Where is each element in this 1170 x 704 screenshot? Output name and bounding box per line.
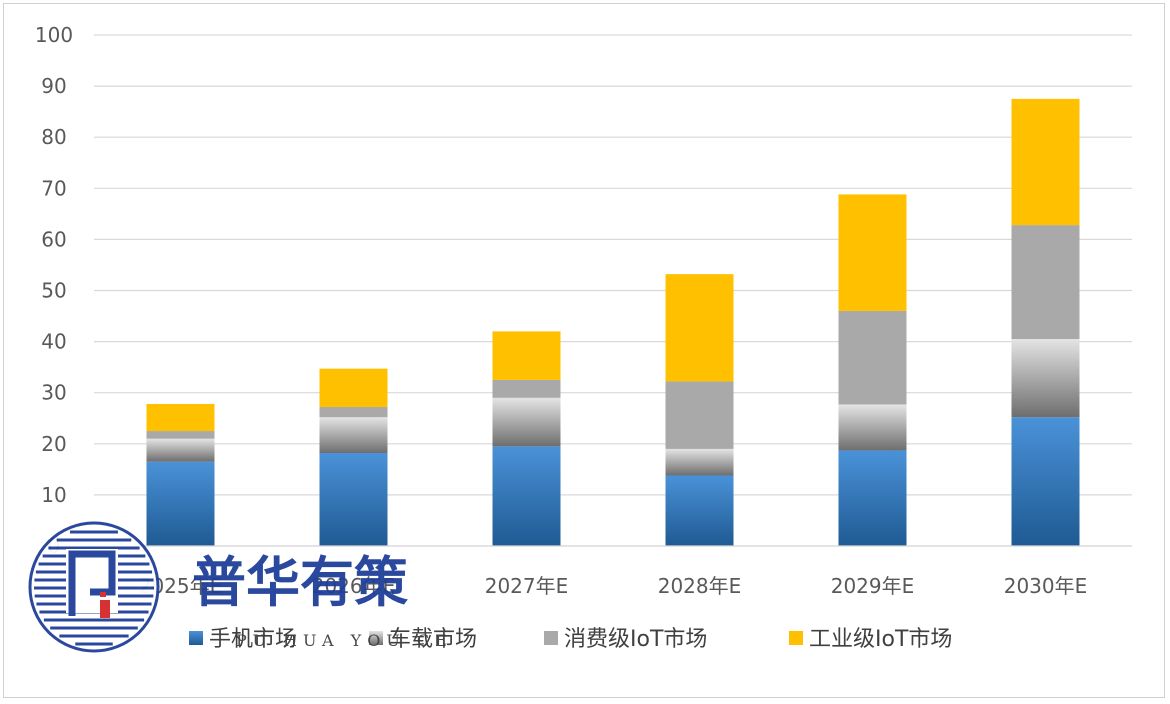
- bar-segment: [319, 452, 388, 546]
- stacked-bar-chart: 0102030405060708090100 2025年E2026年E2027年…: [28, 23, 1132, 653]
- y-tick-label: 40: [41, 330, 66, 354]
- bar-segment: [319, 417, 388, 453]
- legend-swatch: [789, 631, 803, 645]
- bar-segment: [319, 368, 388, 408]
- bar-segment: [838, 310, 907, 405]
- bar-segment: [492, 379, 561, 398]
- bar-segment: [1011, 225, 1080, 340]
- bar-segment: [838, 450, 907, 546]
- x-tick-label: 2029年E: [831, 574, 915, 598]
- legend-label: 手机市场: [209, 627, 297, 652]
- puhua-logo-icon: [28, 521, 160, 653]
- y-tick-label: 90: [41, 74, 66, 98]
- y-tick-label: 20: [41, 432, 66, 456]
- y-tick-label: 70: [41, 176, 66, 200]
- x-tick-label: 2027年E: [485, 574, 569, 598]
- bar-segment: [146, 461, 215, 546]
- watermark-brand-text: 普华有策: [192, 551, 408, 614]
- x-tick-label: 2028年E: [658, 574, 742, 598]
- bars: [146, 98, 1080, 546]
- legend: 手机市场 车载市场 消费级IoT市场 工业级IoT市场: [189, 627, 952, 652]
- legend-label: 工业级IoT市场: [809, 627, 952, 652]
- bar-segment: [1011, 98, 1080, 226]
- legend-swatch: [369, 631, 383, 645]
- bar-segment: [146, 403, 215, 432]
- bar-segment: [1011, 339, 1080, 418]
- x-tick-label: 2026年E: [312, 574, 396, 598]
- watermark: 普华有策 PU HUA YOU CE: [28, 521, 453, 653]
- y-tick-label: 50: [41, 279, 66, 303]
- bar-segment: [146, 438, 215, 462]
- legend-label: 车载市场: [389, 627, 477, 652]
- bar-segment: [838, 194, 907, 311]
- bar-segment: [492, 331, 561, 380]
- chart-frame: 0102030405060708090100 2025年E2026年E2027年…: [3, 3, 1165, 698]
- bar-segment: [319, 407, 388, 418]
- bar-segment: [665, 381, 734, 449]
- legend-swatch: [189, 631, 203, 645]
- y-tick-label: 10: [41, 483, 66, 507]
- watermark-romanized-text: PU HUA YOU CE: [236, 631, 453, 650]
- bar-segment: [838, 404, 907, 451]
- legend-swatch: [544, 631, 558, 645]
- legend-label: 消费级IoT市场: [564, 627, 707, 652]
- bar-segment: [665, 274, 734, 382]
- bar-segment: [665, 448, 734, 476]
- x-tick-label: 2030年E: [1004, 574, 1088, 598]
- grid-lines: [94, 34, 1132, 547]
- y-tick-label: 80: [41, 125, 66, 149]
- bar-segment: [492, 397, 561, 447]
- bar-segment: [146, 431, 215, 439]
- bar-segment: [492, 446, 561, 546]
- bar-segment: [665, 475, 734, 546]
- y-tick-label: 100: [35, 23, 73, 47]
- y-tick-label: 30: [41, 381, 66, 405]
- bar-segment: [1011, 417, 1080, 546]
- y-tick-label: 60: [41, 227, 66, 251]
- y-axis: 0102030405060708090100: [35, 23, 73, 558]
